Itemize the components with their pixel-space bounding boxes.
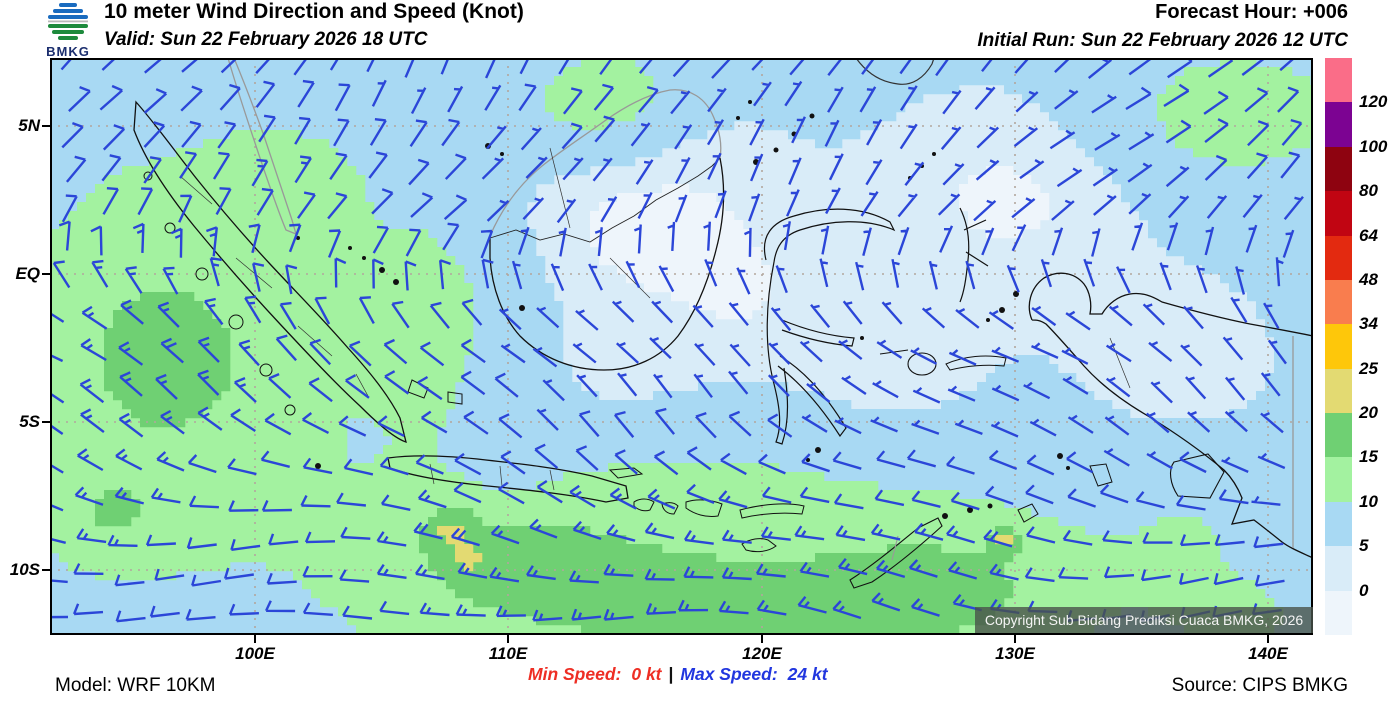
lon-label: 100E [235, 644, 275, 663]
axis-tick [254, 635, 256, 643]
lat-label: 5N [18, 116, 40, 135]
colorbar-tick-label: 0 [1359, 580, 1369, 600]
colorbar-cell [1325, 413, 1352, 458]
axis-tick [42, 421, 50, 423]
colorbar-cell [1325, 102, 1352, 148]
colorbar-cell [1325, 501, 1352, 547]
valid-time: Valid: Sun 22 February 2026 18 UTC [104, 29, 428, 50]
lat-label: 10S [9, 560, 40, 579]
colorbar-cell [1325, 368, 1352, 414]
colorbar-tick-label: 34 [1359, 314, 1378, 334]
minmax-speed: Min Speed: 0 kt | Max Speed: 24 kt [528, 664, 828, 685]
colorbar-cell [1325, 146, 1352, 192]
min-speed-label: Min Speed: [528, 664, 622, 684]
map-frame [50, 58, 1313, 635]
colorbar-tick-label: 10 [1359, 491, 1378, 511]
colorbar-tick-label: 15 [1359, 447, 1378, 467]
bmkg-logo: BMKG [37, 2, 99, 58]
page-title: 10 meter Wind Direction and Speed (Knot) [104, 0, 524, 23]
wind-map [50, 58, 1313, 635]
lat-label: 5S [19, 412, 40, 431]
axis-tick [42, 273, 50, 275]
minmax-separator: | [668, 664, 674, 684]
colorbar-cell [1325, 235, 1352, 281]
colorbar-cell [1325, 324, 1352, 370]
initial-run: Initial Run: Sun 22 February 2026 12 UTC [977, 30, 1348, 51]
axis-tick [507, 635, 509, 643]
lon-label: 130E [995, 644, 1035, 663]
axis-tick [1267, 635, 1269, 643]
axis-tick [42, 125, 50, 127]
lon-label: 110E [488, 644, 528, 663]
colorbar-tick-label: 25 [1359, 358, 1378, 378]
colorbar-tick-label: 120 [1359, 92, 1388, 112]
colorbar-cell [1325, 191, 1352, 237]
bmkg-logo-icon [48, 3, 88, 40]
max-speed-value: 24 kt [787, 664, 828, 684]
bmkg-logo-text: BMKG [46, 44, 90, 59]
copyright-bar: Copyright Sub Bidang Prediksi Cuaca BMKG… [975, 607, 1313, 633]
colorbar-tick-label: 5 [1359, 536, 1369, 556]
colorbar-cell [1325, 58, 1352, 103]
colorbar-cell [1325, 457, 1352, 503]
source-label: Source: CIPS BMKG [1171, 675, 1348, 696]
model-label: Model: WRF 10KM [55, 675, 216, 696]
forecast-hour: Forecast Hour: +006 [1155, 1, 1348, 23]
colorbar-cell [1325, 546, 1352, 592]
axis-tick [1014, 635, 1016, 643]
max-speed-label: Max Speed: [680, 664, 778, 684]
colorbar-tick-label: 100 [1359, 136, 1388, 156]
lon-label: 140E [1248, 644, 1288, 663]
colorbar-tick-label: 64 [1359, 225, 1378, 245]
colorbar-tick-label: 20 [1359, 403, 1378, 423]
colorbar-tick-label: 48 [1359, 269, 1378, 289]
axis-tick [761, 635, 763, 643]
coastlines [133, 58, 1313, 589]
axis-tick [42, 569, 50, 571]
lat-label: EQ [15, 264, 40, 283]
colorbar-cell [1325, 279, 1352, 325]
colorbar-tick-label: 80 [1359, 181, 1378, 201]
min-speed-value: 0 kt [631, 664, 662, 684]
lon-label: 120E [742, 644, 782, 663]
colorbar-cell [1325, 590, 1352, 636]
